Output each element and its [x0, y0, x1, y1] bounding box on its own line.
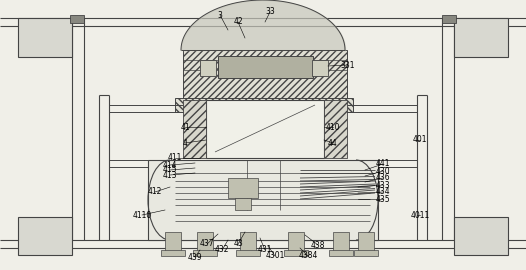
Bar: [148, 160, 378, 240]
Text: 4110: 4110: [133, 211, 151, 220]
Bar: [240, 232, 256, 252]
Text: 33: 33: [265, 8, 275, 16]
Bar: [284, 250, 308, 256]
Text: 437: 437: [200, 239, 214, 248]
Bar: [18, 217, 72, 255]
Text: 331: 331: [341, 60, 355, 69]
Text: 41: 41: [180, 123, 190, 131]
Text: 434: 434: [376, 187, 390, 197]
Bar: [197, 232, 213, 252]
Bar: [454, 217, 508, 255]
Text: 412: 412: [148, 187, 162, 197]
Text: 441: 441: [376, 160, 390, 168]
Bar: [288, 232, 304, 252]
Text: 411: 411: [168, 154, 182, 163]
Bar: [235, 198, 251, 210]
Text: 414: 414: [163, 160, 177, 170]
Bar: [183, 50, 347, 102]
Text: 43: 43: [233, 239, 243, 248]
Text: 44: 44: [328, 139, 338, 147]
Text: 413: 413: [163, 170, 177, 180]
Text: 436: 436: [376, 174, 390, 183]
Bar: [206, 100, 324, 158]
Text: 42: 42: [233, 18, 243, 26]
Bar: [442, 15, 456, 23]
Text: 439: 439: [188, 252, 203, 262]
Bar: [454, 18, 508, 57]
Text: 431: 431: [258, 245, 272, 255]
Bar: [218, 56, 313, 78]
Text: 3: 3: [218, 11, 222, 19]
Text: 433: 433: [376, 181, 390, 190]
Text: 4301: 4301: [265, 251, 285, 261]
Bar: [193, 250, 217, 256]
Bar: [324, 100, 347, 158]
Bar: [329, 250, 353, 256]
Bar: [175, 98, 353, 112]
Bar: [161, 250, 185, 256]
Bar: [236, 250, 260, 256]
Text: 401: 401: [413, 136, 427, 144]
Bar: [18, 18, 72, 57]
Text: 410: 410: [326, 123, 340, 131]
Bar: [165, 232, 181, 252]
Bar: [333, 232, 349, 252]
Text: 415: 415: [163, 166, 177, 174]
Text: 438: 438: [311, 241, 325, 249]
Bar: [312, 60, 328, 76]
Text: 4: 4: [183, 139, 187, 147]
Text: 4011: 4011: [410, 211, 430, 220]
Bar: [200, 60, 216, 76]
Bar: [354, 250, 378, 256]
Bar: [183, 100, 206, 158]
Bar: [228, 178, 258, 198]
Bar: [70, 15, 84, 23]
Text: 4384: 4384: [298, 251, 318, 261]
Text: 430: 430: [376, 167, 390, 176]
Text: 435: 435: [376, 194, 390, 204]
Text: 432: 432: [215, 245, 229, 255]
Bar: [358, 232, 374, 252]
